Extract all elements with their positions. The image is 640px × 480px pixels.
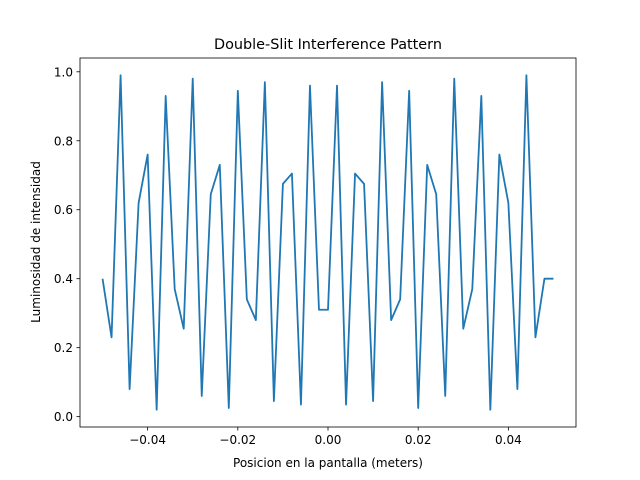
y-tick-label: 1.0 bbox=[54, 65, 73, 79]
y-axis-label: Luminosidad de intensidad bbox=[29, 161, 43, 323]
x-axis: −0.04 −0.02 0.00 0.02 0.04 bbox=[129, 427, 522, 447]
y-tick-label: 0.0 bbox=[54, 410, 73, 424]
chart-title: Double-Slit Interference Pattern bbox=[214, 37, 442, 53]
y-tick-label: 0.4 bbox=[54, 272, 73, 286]
x-tick-label: 0.04 bbox=[495, 433, 522, 447]
x-tick-label: −0.02 bbox=[219, 433, 256, 447]
x-tick-label: 0.00 bbox=[315, 433, 342, 447]
plot-area bbox=[101, 74, 554, 411]
series-line bbox=[101, 74, 554, 411]
x-tick-label: 0.02 bbox=[405, 433, 432, 447]
y-tick-label: 0.2 bbox=[54, 341, 73, 355]
y-axis: 0.0 0.2 0.4 0.6 0.8 1.0 bbox=[54, 65, 80, 424]
y-tick-label: 0.8 bbox=[54, 134, 73, 148]
x-axis-label: Posicion en la pantalla (meters) bbox=[233, 456, 423, 470]
x-tick-label: −0.04 bbox=[129, 433, 166, 447]
y-tick-label: 0.6 bbox=[54, 203, 73, 217]
